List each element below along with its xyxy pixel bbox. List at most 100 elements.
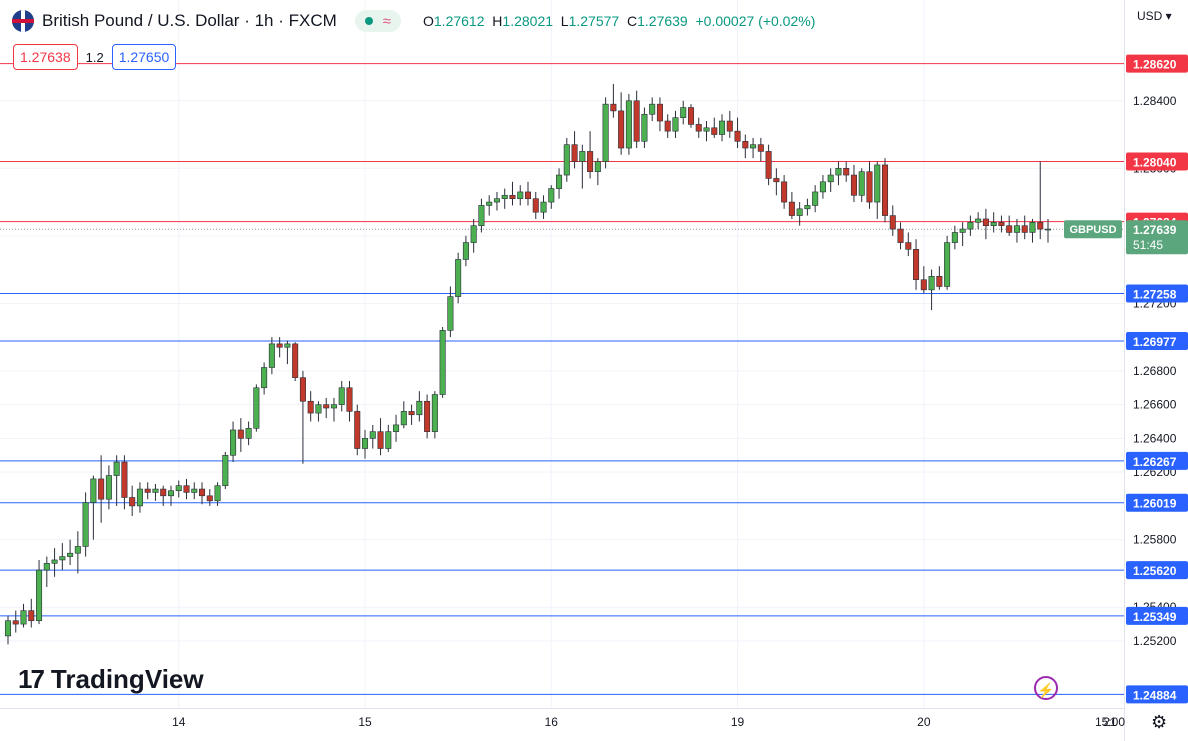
- candle-up[interactable]: [167, 490, 175, 497]
- gear-icon[interactable]: ⚙: [1151, 712, 1168, 732]
- candle-down[interactable]: [905, 242, 912, 250]
- candle-down[interactable]: [633, 100, 640, 142]
- candle-down[interactable]: [323, 404, 330, 409]
- candle-up[interactable]: [680, 107, 687, 118]
- candle-up[interactable]: [105, 475, 112, 500]
- candle-down[interactable]: [424, 400, 431, 432]
- candle-up[interactable]: [113, 461, 120, 476]
- buy-price-button[interactable]: 1.27650: [111, 44, 177, 70]
- candle-down[interactable]: [982, 218, 989, 226]
- candle-down[interactable]: [687, 107, 695, 125]
- candle-up[interactable]: [858, 171, 865, 196]
- level-label-box[interactable]: [1126, 152, 1188, 171]
- candle-down[interactable]: [757, 144, 764, 152]
- candle-up[interactable]: [43, 563, 50, 571]
- level-label-box[interactable]: [1126, 54, 1188, 73]
- level-label-box[interactable]: [1126, 451, 1188, 470]
- candle-down[interactable]: [1021, 225, 1028, 233]
- candle-down[interactable]: [850, 174, 857, 196]
- candle-up[interactable]: [1013, 225, 1020, 233]
- candle-up[interactable]: [750, 144, 757, 149]
- candle-down[interactable]: [237, 429, 244, 439]
- candle-up[interactable]: [361, 438, 369, 449]
- candle-up[interactable]: [67, 552, 74, 557]
- candle-up[interactable]: [284, 343, 291, 348]
- candle-up[interactable]: [230, 429, 237, 456]
- candle-down[interactable]: [346, 387, 353, 412]
- current-price-box[interactable]: [1126, 220, 1188, 255]
- candle-down[interactable]: [913, 249, 920, 281]
- candle-up[interactable]: [579, 151, 586, 162]
- candle-up[interactable]: [416, 400, 423, 416]
- candle-up[interactable]: [90, 478, 97, 503]
- candle-down[interactable]: [307, 400, 314, 414]
- candle-down[interactable]: [866, 171, 873, 203]
- candle-down[interactable]: [292, 343, 299, 378]
- candle-down[interactable]: [773, 178, 780, 183]
- candle-up[interactable]: [222, 454, 229, 486]
- candle-up[interactable]: [835, 167, 842, 176]
- candle-up[interactable]: [602, 103, 609, 162]
- plot-area[interactable]: [0, 0, 1124, 708]
- candle-down[interactable]: [276, 343, 283, 348]
- candle-up[interactable]: [975, 218, 982, 223]
- candle-up[interactable]: [594, 161, 601, 172]
- candle-up[interactable]: [268, 343, 275, 368]
- level-label-box[interactable]: [1126, 606, 1188, 625]
- candle-up[interactable]: [338, 387, 345, 405]
- candle-up[interactable]: [796, 208, 803, 216]
- candle-down[interactable]: [897, 228, 904, 243]
- candle-up[interactable]: [719, 120, 726, 135]
- candle-up[interactable]: [20, 610, 27, 625]
- candle-up[interactable]: [261, 367, 268, 389]
- level-label-box[interactable]: [1126, 331, 1188, 350]
- candle-up[interactable]: [245, 427, 252, 439]
- tradingview-logo[interactable]: 17 TradingView: [18, 664, 204, 694]
- candle-up[interactable]: [136, 488, 143, 507]
- candle-up[interactable]: [959, 228, 966, 233]
- candle-up[interactable]: [493, 198, 500, 203]
- candle-up[interactable]: [540, 201, 547, 213]
- candle-up[interactable]: [253, 387, 260, 429]
- candle-down[interactable]: [618, 110, 625, 149]
- candle-up[interactable]: [1029, 222, 1036, 233]
- level-label-box[interactable]: [1126, 284, 1188, 303]
- candle-up[interactable]: [315, 404, 322, 414]
- candle-up[interactable]: [74, 546, 81, 554]
- candle-down[interactable]: [509, 195, 516, 199]
- candle-up[interactable]: [501, 195, 508, 199]
- candle-down[interactable]: [354, 411, 361, 449]
- candle-up[interactable]: [478, 205, 485, 226]
- currency-selector[interactable]: USD ▾: [1137, 9, 1172, 23]
- candle-down[interactable]: [587, 151, 594, 172]
- candle-up[interactable]: [672, 117, 679, 132]
- candle-up[interactable]: [556, 174, 563, 189]
- level-label-box[interactable]: [1126, 493, 1188, 512]
- candle-down[interactable]: [1037, 222, 1044, 230]
- candle-up[interactable]: [439, 330, 446, 395]
- candle-up[interactable]: [625, 100, 632, 149]
- candle-down[interactable]: [1006, 225, 1013, 233]
- candle-down[interactable]: [206, 495, 213, 502]
- candle-up[interactable]: [486, 201, 493, 206]
- candle-up[interactable]: [951, 232, 958, 243]
- candle-up[interactable]: [330, 404, 337, 409]
- candle-down[interactable]: [121, 461, 128, 498]
- candle-up[interactable]: [1044, 228, 1052, 231]
- candle-down[interactable]: [711, 127, 718, 135]
- candle-down[interactable]: [129, 497, 136, 507]
- candle-up[interactable]: [385, 431, 392, 449]
- candle-down[interactable]: [920, 279, 927, 291]
- candle-down[interactable]: [610, 103, 617, 112]
- candle-down[interactable]: [183, 485, 190, 493]
- candle-down[interactable]: [532, 198, 539, 213]
- candle-up[interactable]: [4, 620, 12, 637]
- candle-up[interactable]: [82, 502, 89, 547]
- candle-down[interactable]: [781, 181, 788, 203]
- market-status-pill[interactable]: ≈: [354, 10, 401, 32]
- candle-down[interactable]: [664, 120, 671, 132]
- candle-up[interactable]: [827, 174, 834, 183]
- candle-down[interactable]: [160, 488, 167, 497]
- candle-down[interactable]: [199, 488, 206, 497]
